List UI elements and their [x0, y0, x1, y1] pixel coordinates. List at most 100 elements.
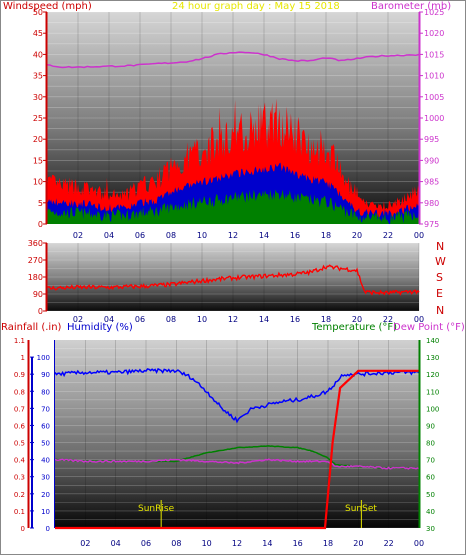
x-tick-label-direction: 16: [290, 315, 300, 324]
x-tick-label-direction: 04: [104, 315, 114, 324]
rainfall-tick-label: 0.3: [14, 474, 25, 482]
rainfall-tick-label: 0.6: [14, 422, 26, 430]
x-tick-label-direction: 10: [197, 315, 207, 324]
barometer-tick-label: 1025: [424, 8, 444, 17]
x-tick-label-direction: 18: [321, 315, 331, 324]
compass-e: E: [436, 287, 443, 300]
temperature-tick-label: 140: [426, 337, 439, 345]
humidity-tick-label: 70: [41, 405, 50, 413]
x-tick-label-direction: 22: [383, 315, 393, 324]
barometer-tick-label: 985: [424, 178, 439, 187]
chart-title: 24 hour graph day : May 15 2018: [172, 1, 340, 12]
humidity-tick-label: 50: [41, 440, 50, 448]
x-tick-label-direction: 12: [228, 315, 238, 324]
rainfall-tick-label: 0.9: [14, 371, 25, 379]
barometer-tick-label: 1010: [424, 72, 444, 81]
wind-tick-label: 0: [38, 220, 43, 229]
x-tick-label-wind: 04: [104, 231, 114, 240]
rainfall-line: [55, 369, 419, 530]
barometer-tick-label: 990: [424, 156, 439, 165]
direction-tick-label: 0: [38, 307, 43, 316]
sunrise-label: SunRise: [138, 504, 175, 514]
humidity-tick-label: 90: [41, 371, 50, 379]
x-tick-label-direction: 06: [135, 315, 145, 324]
temperature-tick-label: 40: [426, 508, 435, 516]
direction-tick-label: 180: [28, 273, 43, 282]
rainfall-tick-label: 1.1: [14, 337, 25, 345]
barometer-tick-label: 1000: [424, 114, 444, 123]
direction-tick-label: 90: [33, 290, 43, 299]
series-layer: [46, 51, 420, 530]
wind-direction-line: [47, 264, 420, 296]
x-tick-label-wind: 12: [228, 231, 238, 240]
wind-tick-label: 25: [33, 114, 43, 123]
humidity-tick-label: 60: [41, 422, 50, 430]
temperature-tick-label: 50: [426, 491, 435, 499]
wind-low-area: [47, 189, 419, 224]
rainfall-tick-label: 0.4: [14, 457, 26, 465]
x-tick-label-wind: 20: [352, 231, 362, 240]
wind-tick-label: 40: [33, 50, 43, 59]
compass-s: S: [436, 271, 443, 284]
x-tick-label-direction: 00: [414, 315, 424, 324]
wind-tick-label: 45: [33, 29, 43, 38]
wind-tick-label: 30: [33, 93, 43, 102]
barometer-tick-label: 975: [424, 220, 439, 229]
x-tick-label-wind: 22: [383, 231, 393, 240]
rainfall-tick-label: 0.1: [14, 508, 25, 516]
x-tick-label-wind: 06: [135, 231, 145, 240]
x-tick-label-bottom: 14: [262, 539, 272, 548]
direction-tick-label: 270: [28, 256, 43, 265]
barometer-axis-title: Barometer (mb): [371, 1, 451, 12]
x-tick-label-wind: 10: [197, 231, 207, 240]
x-tick-label-wind: 14: [259, 231, 269, 240]
x-tick-label-direction: 08: [166, 315, 176, 324]
wind-tick-label: 10: [33, 178, 43, 187]
rainfall-tick-label: 0.5: [14, 440, 25, 448]
compass-w: W: [435, 255, 446, 268]
x-tick-label-direction: 14: [259, 315, 269, 324]
humidity-tick-label: 80: [41, 388, 50, 396]
x-tick-label-bottom: 18: [323, 539, 333, 548]
axis-layer: 0510152025303540455097598098599099510001…: [14, 8, 445, 548]
x-tick-label-bottom: 04: [111, 539, 121, 548]
x-tick-label-bottom: 22: [384, 539, 394, 548]
sunset-label: SunSet: [345, 504, 377, 514]
humidity-tick-label: 30: [41, 474, 50, 482]
rainfall-tick-label: 0.7: [14, 405, 25, 413]
wind-tick-label: 35: [33, 72, 43, 81]
x-tick-label-direction: 02: [73, 315, 83, 324]
x-tick-label-bottom: 12: [232, 539, 242, 548]
wind-tick-label: 15: [33, 156, 43, 165]
barometer-line: [46, 51, 420, 69]
temperature-tick-label: 90: [426, 422, 435, 430]
rainfall-tick-label: 0.8: [14, 388, 25, 396]
x-tick-label-wind: 08: [166, 231, 176, 240]
wind-axis-title: Windspeed (mph): [3, 1, 92, 12]
x-tick-label-direction: 20: [352, 315, 362, 324]
x-tick-label-wind: 18: [321, 231, 331, 240]
barometer-tick-label: 980: [424, 199, 439, 208]
dewpoint-line: [54, 458, 420, 470]
compass-n-top: N: [436, 240, 444, 253]
rainfall-tick-label: 0: [21, 525, 25, 533]
temperature-tick-label: 70: [426, 457, 435, 465]
x-tick-label-wind: 16: [290, 231, 300, 240]
humidity-axis-title: Humidity (%): [67, 322, 133, 333]
temperature-tick-label: 60: [426, 474, 435, 482]
temperature-tick-label: 110: [426, 388, 439, 396]
temperature-tick-label: 80: [426, 440, 435, 448]
x-tick-label-wind: 00: [414, 231, 424, 240]
rainfall-tick-label: 0.2: [14, 491, 25, 499]
temperature-axis-title: Temperature (°F): [311, 322, 397, 333]
barometer-tick-label: 995: [424, 135, 439, 144]
humidity-tick-label: 10: [41, 508, 50, 516]
barometer-tick-label: 1020: [424, 29, 444, 38]
temperature-tick-label: 120: [426, 371, 439, 379]
x-tick-label-wind: 02: [73, 231, 83, 240]
compass-n-bottom: N: [436, 304, 444, 317]
barometer-tick-label: 1005: [424, 93, 444, 102]
wind-tick-label: 5: [38, 199, 43, 208]
wind-tick-label: 20: [33, 135, 43, 144]
wind-tick-label: 50: [33, 8, 43, 17]
